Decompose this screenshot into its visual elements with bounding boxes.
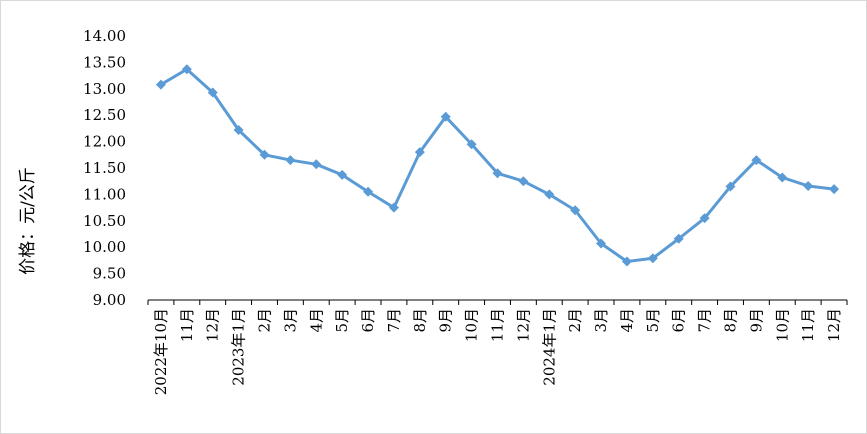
x-tick-label: 11月: [799, 308, 817, 342]
data-point: [777, 172, 788, 183]
y-tick-label: 12.00: [83, 133, 126, 151]
data-point: [725, 181, 736, 192]
x-tick-label: 6月: [359, 308, 377, 333]
data-point: [829, 184, 840, 195]
data-point: [751, 155, 762, 166]
y-tick-label: 11.00: [83, 185, 126, 203]
x-tick-label: 2023年1月: [230, 308, 248, 386]
data-point: [233, 124, 244, 135]
data-point: [492, 168, 503, 179]
x-tick-label: 11月: [178, 308, 196, 342]
data-point: [311, 159, 322, 170]
x-tick-label: 10月: [773, 308, 791, 342]
data-point: [673, 233, 684, 244]
x-tick-label: 3月: [592, 308, 610, 333]
x-tick-label: 4月: [307, 308, 325, 333]
data-point: [155, 79, 166, 90]
x-tick-label: 2022年10月: [152, 308, 170, 395]
data-point: [570, 205, 581, 216]
x-tick-label: 5月: [644, 308, 662, 333]
data-point: [181, 64, 192, 75]
x-tick-label: 7月: [696, 308, 714, 333]
y-tick-label: 13.00: [83, 80, 126, 98]
x-tick-label: 2月: [256, 308, 274, 333]
x-tick-label: 6月: [670, 308, 688, 333]
series-line: [160, 67, 835, 263]
x-tick-label: 2月: [566, 308, 584, 333]
data-point: [544, 189, 555, 200]
data-point: [388, 202, 399, 213]
data-point: [259, 149, 270, 160]
y-tick-label: 12.50: [83, 106, 126, 124]
x-tick-label: 11月: [489, 308, 507, 342]
x-tick-label: 5月: [333, 308, 351, 333]
y-tick-label: 9.00: [93, 291, 126, 309]
y-tick-label: 14.00: [83, 27, 126, 45]
data-point: [337, 169, 348, 180]
y-tick-label: 11.50: [83, 159, 126, 177]
y-axis-ticks: 9.00 9.50 10.00 10.50 11.00 11.50 12.00 12.50 13…: [83, 27, 126, 309]
y-tick-label: 13.50: [83, 53, 126, 71]
x-tick-label: 4月: [618, 308, 636, 333]
data-point: [285, 155, 296, 166]
x-tick-label: 12月: [514, 308, 532, 342]
data-point: [596, 238, 607, 249]
data-point: [518, 176, 529, 187]
data-point: [207, 87, 218, 98]
x-tick-label: 8月: [722, 308, 740, 333]
x-tick-label: 12月: [204, 308, 222, 342]
x-tick-label: 9月: [747, 308, 765, 333]
x-tick-label: 8月: [411, 308, 429, 333]
x-tick-label: 12月: [825, 308, 843, 342]
x-axis-ticks: 2022年10月 11月 12月 2023年1月 2月 3月 4月 5月 6月 7月 8月 9月 10月…: [152, 308, 843, 395]
data-point: [363, 186, 374, 197]
data-point: [621, 256, 632, 267]
y-tick-label: 9.50: [93, 265, 126, 283]
x-tick-label: 2024年1月: [540, 308, 558, 386]
data-point: [803, 180, 814, 191]
x-tick-label: 3月: [281, 308, 299, 333]
x-tick-label: 9月: [437, 308, 455, 333]
x-tick-label: 10月: [463, 308, 481, 342]
y-tick-label: 10.00: [83, 238, 126, 256]
data-point: [699, 213, 710, 224]
data-point: [440, 111, 451, 122]
data-point: [414, 147, 425, 158]
data-point: [466, 139, 477, 150]
x-axis: [147, 299, 848, 305]
y-tick-label: 10.50: [83, 212, 126, 230]
x-tick-label: 7月: [385, 308, 403, 333]
y-axis-title: 价格：元/公斤: [18, 167, 38, 275]
series-group: [155, 64, 840, 267]
data-point: [647, 253, 658, 264]
